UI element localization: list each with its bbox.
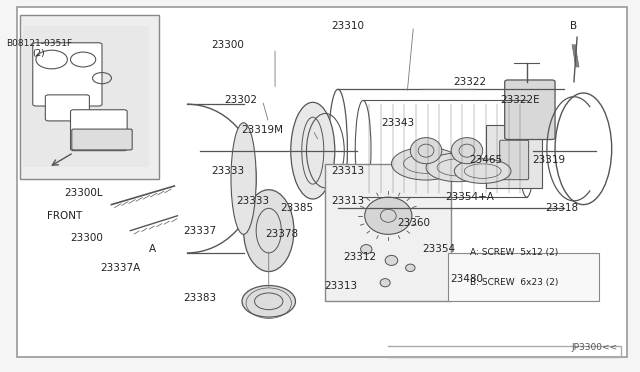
Text: 23302: 23302 — [224, 96, 257, 105]
Text: B: SCREW  6x23 (2): B: SCREW 6x23 (2) — [470, 278, 558, 287]
FancyBboxPatch shape — [20, 15, 159, 179]
Text: 23480: 23480 — [451, 274, 483, 284]
FancyBboxPatch shape — [72, 129, 132, 150]
Text: 23333: 23333 — [211, 166, 244, 176]
Text: 23319: 23319 — [532, 155, 565, 165]
Ellipse shape — [242, 286, 296, 317]
Text: 23313: 23313 — [324, 282, 358, 291]
FancyBboxPatch shape — [448, 253, 599, 301]
FancyBboxPatch shape — [33, 43, 102, 106]
FancyBboxPatch shape — [500, 140, 529, 180]
FancyBboxPatch shape — [505, 80, 555, 140]
Ellipse shape — [454, 159, 511, 183]
Text: 23300: 23300 — [211, 40, 244, 49]
Ellipse shape — [231, 123, 256, 234]
Text: 23360: 23360 — [397, 218, 430, 228]
Text: 23385: 23385 — [280, 203, 314, 213]
Ellipse shape — [360, 245, 372, 254]
Text: 23313: 23313 — [331, 166, 364, 176]
Text: 23354: 23354 — [422, 244, 455, 254]
Text: 23378: 23378 — [265, 230, 298, 239]
Text: 23322E: 23322E — [500, 96, 540, 105]
FancyBboxPatch shape — [17, 7, 627, 357]
Text: 23354+A: 23354+A — [445, 192, 495, 202]
Ellipse shape — [406, 264, 415, 272]
Text: 23383: 23383 — [183, 293, 216, 302]
Ellipse shape — [291, 102, 335, 199]
Text: 23343: 23343 — [381, 118, 414, 128]
Text: B08121-0351F
(2): B08121-0351F (2) — [6, 39, 72, 58]
Text: A: SCREW  5x12 (2): A: SCREW 5x12 (2) — [470, 248, 558, 257]
Ellipse shape — [451, 138, 483, 164]
Ellipse shape — [410, 138, 442, 164]
Text: 23333: 23333 — [236, 196, 269, 206]
FancyBboxPatch shape — [45, 95, 90, 121]
Text: 23322: 23322 — [454, 77, 486, 87]
Ellipse shape — [426, 153, 489, 182]
Text: A: A — [148, 244, 156, 254]
Text: 23337A: 23337A — [100, 263, 141, 273]
Text: 23300: 23300 — [70, 233, 102, 243]
FancyBboxPatch shape — [70, 110, 127, 151]
Ellipse shape — [392, 147, 461, 180]
Text: 23318: 23318 — [545, 203, 578, 213]
Ellipse shape — [244, 190, 294, 272]
Text: B: B — [570, 21, 577, 31]
Text: 23312: 23312 — [344, 252, 376, 262]
Text: 23310: 23310 — [331, 21, 364, 31]
Ellipse shape — [365, 197, 412, 234]
FancyBboxPatch shape — [325, 164, 451, 301]
FancyBboxPatch shape — [486, 125, 543, 188]
Ellipse shape — [385, 255, 397, 266]
FancyBboxPatch shape — [23, 26, 149, 167]
Text: JP3300<<: JP3300<< — [572, 343, 618, 352]
Text: FRONT: FRONT — [47, 211, 82, 221]
Text: 23337: 23337 — [183, 226, 216, 235]
Text: 23319M: 23319M — [241, 125, 284, 135]
Text: 23313: 23313 — [331, 196, 364, 206]
Ellipse shape — [380, 279, 390, 287]
Text: 23465: 23465 — [469, 155, 502, 165]
Text: 23300L: 23300L — [64, 189, 102, 198]
